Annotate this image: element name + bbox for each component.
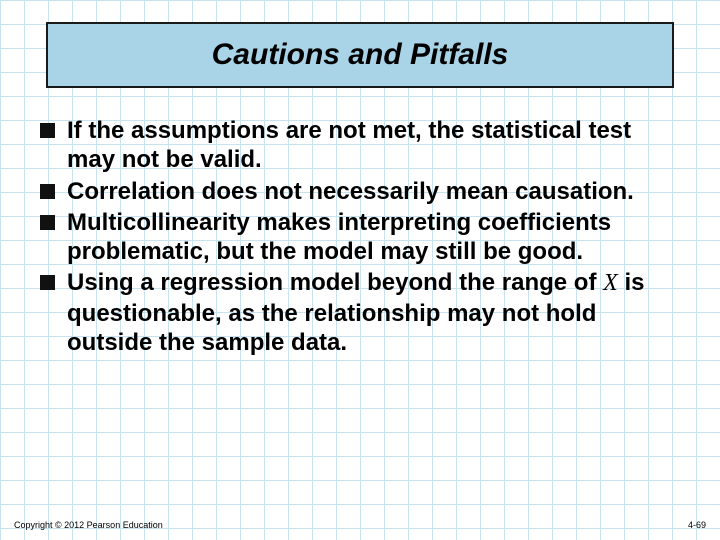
square-bullet-icon	[40, 184, 55, 199]
list-item: Multicollinearity makes interpreting coe…	[40, 208, 676, 267]
bullet-list: If the assumptions are not met, the stat…	[38, 116, 682, 357]
page-number: 4-69	[688, 520, 706, 530]
list-item: If the assumptions are not met, the stat…	[40, 116, 676, 175]
slide-container: Cautions and Pitfalls If the assumptions…	[0, 0, 720, 540]
bullet-text: Using a regression model beyond the rang…	[67, 268, 676, 357]
copyright-text: Copyright © 2012 Pearson Education	[14, 520, 163, 530]
square-bullet-icon	[40, 123, 55, 138]
slide-footer: Copyright © 2012 Pearson Education 4-69	[14, 520, 706, 530]
bullet-text: Correlation does not necessarily mean ca…	[67, 177, 634, 206]
title-box: Cautions and Pitfalls	[46, 22, 674, 88]
slide-title: Cautions and Pitfalls	[58, 38, 662, 72]
bullet-text: Multicollinearity makes interpreting coe…	[67, 208, 676, 267]
list-item: Using a regression model beyond the rang…	[40, 268, 676, 357]
bullet-text: If the assumptions are not met, the stat…	[67, 116, 676, 175]
square-bullet-icon	[40, 275, 55, 290]
list-item: Correlation does not necessarily mean ca…	[40, 177, 676, 206]
square-bullet-icon	[40, 215, 55, 230]
